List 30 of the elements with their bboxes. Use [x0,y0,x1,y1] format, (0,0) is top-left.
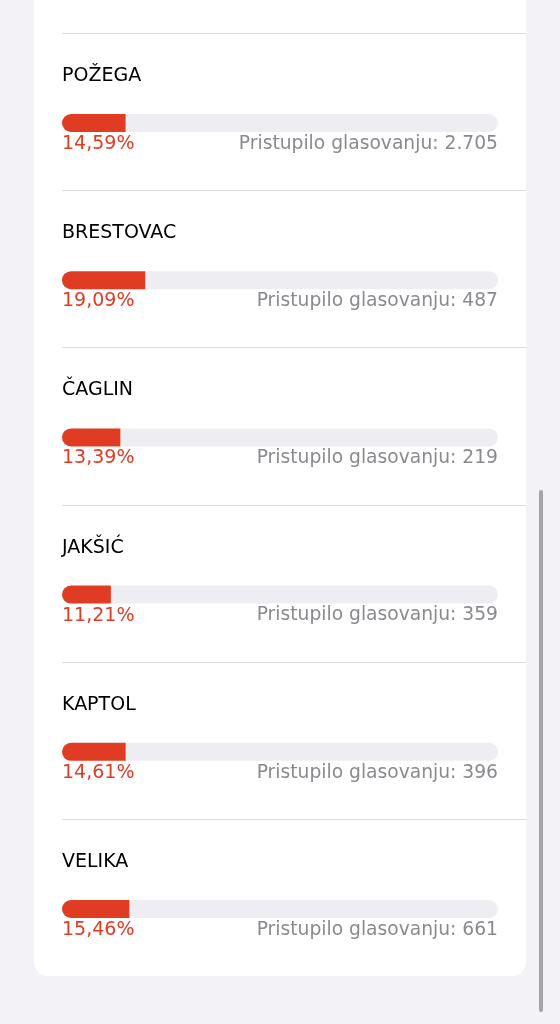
data-label: 13,39% [62,445,135,468]
data-label: 14,61% [62,759,135,782]
bar [62,271,146,290]
bar [62,742,126,761]
y-tick-label: VELIKA [62,848,129,871]
bar [129,900,498,918]
bar [62,114,126,132]
data-label: 15,46% [62,916,135,939]
y-tick-label: JAKŠIĆ [61,533,124,557]
bar [145,271,498,290]
annotation: Pristupilo glasovanju: 2.705 [238,131,498,153]
data-label: 19,09% [62,288,135,311]
annotation: Pristupilo glasovanju: 487 [256,289,498,311]
bar [125,742,498,761]
annotation: Pristupilo glasovanju: 396 [256,760,498,782]
data-label: 11,21% [62,602,135,625]
bar [62,428,121,447]
bar [62,585,111,604]
annotation: Pristupilo glasovanju: 219 [256,446,498,468]
annotation: Pristupilo glasovanju: 661 [256,917,498,939]
annotation: Pristupilo glasovanju: 359 [256,603,498,625]
bar [110,585,498,604]
bar [62,900,130,918]
bar [125,114,498,132]
y-tick-label: BRESTOVAC [62,220,177,243]
bar [120,428,498,447]
y-tick-label: ČAGLIN [62,376,134,400]
y-tick-label: KAPTOL [62,691,137,714]
y-tick-label: POŽEGA [62,62,142,85]
data-label: 14,59% [62,130,135,153]
